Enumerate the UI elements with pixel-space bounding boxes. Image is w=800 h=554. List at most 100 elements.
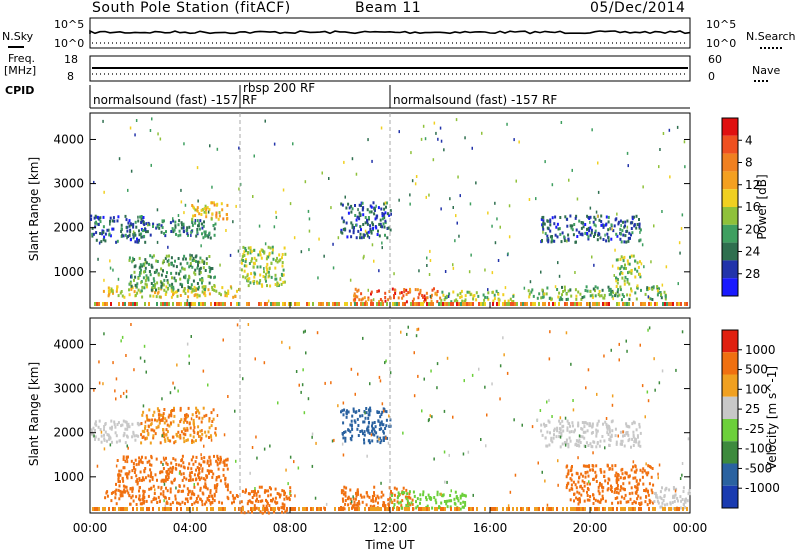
heatmap-cell xyxy=(312,507,314,511)
heatmap-cell xyxy=(211,420,214,423)
heatmap-cell xyxy=(174,290,177,294)
heatmap-cell xyxy=(623,488,626,491)
heatmap-cell xyxy=(619,227,622,231)
heatmap-cell xyxy=(103,433,105,437)
x-tick-label: 00:00 xyxy=(673,521,708,535)
heatmap-cell xyxy=(240,500,243,504)
heatmap-cell xyxy=(130,476,133,480)
heatmap-cell xyxy=(188,489,191,493)
heatmap-cell xyxy=(168,258,170,262)
heatmap-cell xyxy=(666,502,669,506)
heatmap-cell xyxy=(579,435,582,438)
heatmap-cell xyxy=(198,212,201,216)
heatmap-cell xyxy=(622,220,624,224)
heatmap-cell xyxy=(487,297,490,301)
heatmap-cell xyxy=(122,484,125,488)
heatmap-cell xyxy=(358,502,361,506)
heatmap-cell xyxy=(264,277,267,281)
heatmap-cell xyxy=(565,486,568,490)
heatmap-cell xyxy=(377,229,379,233)
heatmap-cell xyxy=(198,267,201,271)
heatmap-cell xyxy=(442,302,444,306)
heatmap-cell xyxy=(585,386,587,390)
heatmap-cell xyxy=(152,284,155,287)
heatmap-cell xyxy=(205,474,208,478)
heatmap-cell xyxy=(586,227,588,231)
heatmap-cell xyxy=(182,489,184,493)
heatmap-cell xyxy=(115,482,117,486)
heatmap-cell xyxy=(626,225,629,229)
heatmap-cell xyxy=(274,496,277,500)
heatmap-cell xyxy=(595,428,598,432)
heatmap-cell xyxy=(112,507,114,511)
heatmap-cell xyxy=(186,342,189,346)
heatmap-cell xyxy=(203,261,205,265)
heatmap-cell xyxy=(614,464,617,468)
heatmap-cell xyxy=(158,421,161,425)
heatmap-cell xyxy=(164,479,167,483)
heatmap-cell xyxy=(132,430,135,434)
heatmap-cell xyxy=(196,228,199,231)
heatmap-cell xyxy=(616,487,618,490)
x-tick-label: 08:00 xyxy=(273,521,308,535)
heatmap-cell xyxy=(169,502,172,506)
heatmap-cell xyxy=(443,148,445,152)
heatmap-cell xyxy=(370,205,373,209)
heatmap-cell xyxy=(135,479,138,483)
heatmap-cell xyxy=(598,302,600,306)
heatmap-cell xyxy=(611,394,614,398)
heatmap-cell xyxy=(152,225,154,228)
heatmap-cell xyxy=(582,489,585,493)
heatmap-cell xyxy=(379,441,382,445)
heatmap-cell xyxy=(378,302,380,306)
heatmap-cell xyxy=(266,262,269,266)
heatmap-cell xyxy=(507,299,510,303)
heatmap-cell xyxy=(170,409,172,413)
heatmap-cell xyxy=(419,493,422,497)
heatmap-cell xyxy=(242,253,245,257)
heatmap-cell xyxy=(214,431,217,435)
heatmap-cell xyxy=(682,486,685,490)
heatmap-cell xyxy=(160,230,163,234)
heatmap-cell xyxy=(177,501,180,505)
heatmap-cell xyxy=(547,419,550,423)
heatmap-cell xyxy=(189,496,192,500)
heatmap-cell xyxy=(156,240,159,244)
heatmap-cell xyxy=(197,425,200,429)
heatmap-cell xyxy=(284,510,287,514)
heatmap-cell xyxy=(661,486,663,490)
heatmap-cell xyxy=(614,488,617,491)
heatmap-cell xyxy=(630,287,632,291)
heatmap-cell xyxy=(569,214,572,218)
heatmap-cell xyxy=(580,493,583,497)
heatmap-cell xyxy=(340,202,343,206)
heatmap-cell xyxy=(637,482,640,486)
heatmap-cell xyxy=(664,295,667,299)
heatmap-cell xyxy=(357,372,359,376)
heatmap-cell xyxy=(584,471,587,475)
heatmap-cell xyxy=(246,274,249,278)
heatmap-cell xyxy=(622,487,625,491)
heatmap-cell xyxy=(217,475,220,479)
heatmap-cell xyxy=(139,265,142,269)
heatmap-cell xyxy=(607,285,610,289)
heatmap-cell xyxy=(556,288,559,291)
heatmap-cell xyxy=(183,254,186,258)
heatmap-cell xyxy=(170,256,173,260)
heatmap-cell xyxy=(412,302,414,306)
heatmap-cell xyxy=(321,171,323,175)
heatmap-cell xyxy=(414,302,416,306)
heatmap-cell xyxy=(639,431,642,435)
heatmap-cell xyxy=(195,500,198,504)
heatmap-cell xyxy=(172,287,175,291)
heatmap-cell xyxy=(551,235,553,238)
heatmap-cell xyxy=(184,429,187,433)
heatmap-cell xyxy=(380,439,383,443)
heatmap-cell xyxy=(582,221,585,225)
heatmap-cell xyxy=(120,223,123,227)
heatmap-cell xyxy=(588,498,591,502)
heatmap-cell xyxy=(203,485,206,489)
heatmap-cell xyxy=(640,288,642,292)
heatmap-cell xyxy=(234,507,236,511)
heatmap-cell xyxy=(271,248,274,252)
